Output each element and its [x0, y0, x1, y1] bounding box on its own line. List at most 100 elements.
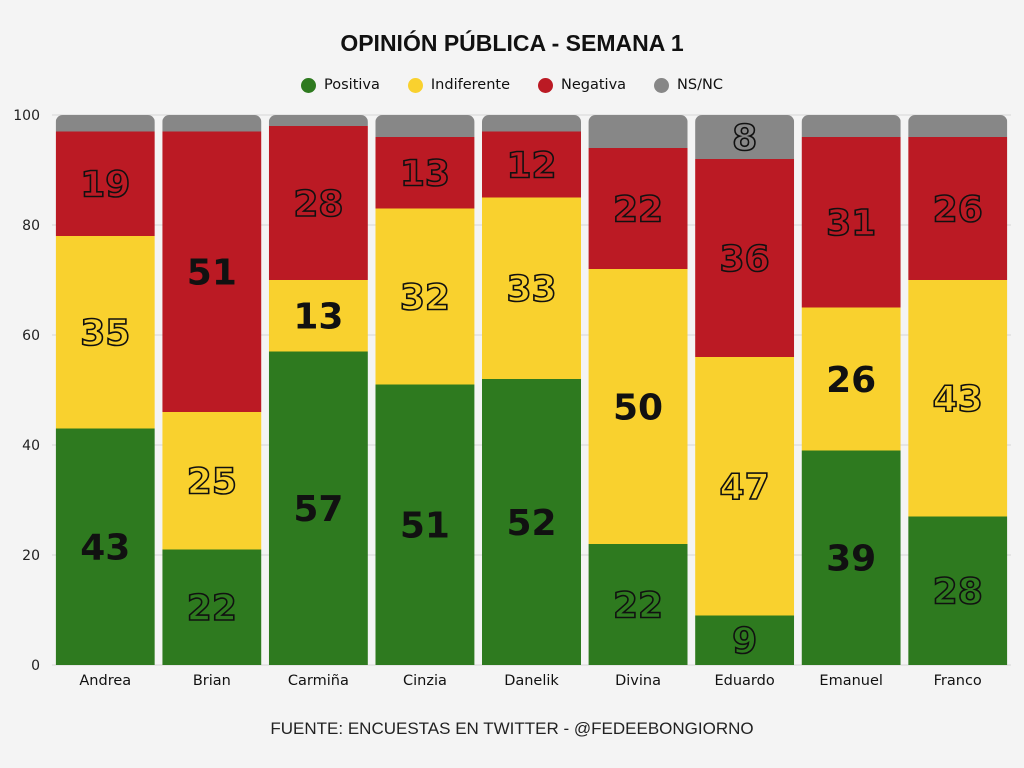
data-label-positiva-7: 39 [826, 539, 876, 580]
x-tick-label-6: Eduardo [714, 673, 774, 689]
legend-swatch-indiferente [407, 77, 423, 93]
data-label-negativa-3: 13 [400, 154, 450, 195]
legend-swatch-nsnc [654, 77, 670, 93]
data-label-indiferente-6: 47 [720, 467, 770, 508]
legend-item-positiva: Positiva [301, 77, 380, 93]
x-tick-label-5: Divina [615, 673, 661, 689]
bar-segment-indiferente-6 [695, 357, 795, 616]
bar-segment-nsnc-3 [375, 115, 475, 137]
x-tick-label-7: Emanuel [819, 673, 883, 689]
data-label-indiferente-4: 33 [506, 269, 556, 310]
bar-segment-positiva-8 [908, 516, 1008, 665]
legend-item-negativa: Negativa [538, 77, 626, 93]
bar-segment-nsnc-6 [695, 115, 795, 159]
bar-segment-negativa-7 [801, 137, 901, 308]
bar-segment-indiferente-5 [588, 269, 688, 544]
data-label-positiva-1: 22 [187, 588, 237, 629]
bar-segment-positiva-2 [268, 351, 368, 665]
bar-segment-nsnc-0 [55, 115, 155, 132]
x-tick-label-3: Cinzia [403, 673, 447, 689]
x-tick-label-1: Brian [193, 673, 231, 689]
bar-segment-negativa-8 [908, 137, 1008, 280]
data-label-negativa-7: 31 [826, 203, 876, 244]
bar-group-franco [908, 115, 1008, 665]
x-tick-label-4: Danelik [504, 673, 559, 689]
legend-swatch-positiva [301, 77, 317, 93]
bar-segment-indiferente-0 [55, 236, 155, 429]
data-label-indiferente-2: 13 [293, 297, 343, 338]
bar-segment-nsnc-7 [801, 115, 901, 137]
x-tick-label-0: Andrea [79, 673, 131, 689]
bar-segment-positiva-5 [588, 544, 688, 665]
bar-group-divina [588, 115, 688, 665]
data-label-negativa-4: 12 [506, 145, 556, 186]
data-label-positiva-4: 52 [506, 503, 556, 544]
legend-label-nsnc: NS/NC [677, 77, 723, 93]
bar-segment-nsnc-4 [482, 115, 581, 132]
bar-group-eduardo [695, 115, 795, 665]
legend-label-indiferente: Indiferente [430, 77, 510, 93]
data-label-nsnc-6: 8 [732, 118, 757, 159]
y-tick-label-80: 80 [22, 218, 40, 234]
data-label-indiferente-8: 43 [933, 379, 983, 420]
bar-segment-nsnc-1 [162, 115, 262, 132]
legend-label-negativa: Negativa [561, 77, 627, 93]
bar-group-andrea [55, 115, 155, 665]
bar-segment-negativa-3 [375, 137, 475, 209]
data-label-negativa-2: 28 [293, 184, 343, 225]
legend-item-nsnc: NS/NC [654, 77, 723, 93]
bar-group-emanuel [801, 115, 901, 665]
bar-segment-indiferente-3 [375, 208, 475, 385]
data-label-positiva-0: 43 [80, 528, 130, 569]
bar-group-danelik [482, 115, 581, 665]
bar-segment-nsnc-2 [268, 115, 368, 126]
bar-segment-negativa-0 [55, 131, 155, 236]
bar-segment-indiferente-4 [482, 197, 581, 379]
bar-segment-positiva-3 [375, 384, 475, 665]
data-label-positiva-3: 51 [400, 506, 450, 547]
bar-group-cinzia [375, 115, 475, 665]
data-label-positiva-6: 9 [732, 621, 757, 662]
bar-segment-positiva-6 [695, 615, 795, 665]
bar-segment-nsnc-8 [908, 115, 1008, 137]
bar-segment-indiferente-2 [268, 280, 368, 352]
source-caption: FUENTE: ENCUESTAS EN TWITTER - @FEDEEBON… [270, 719, 754, 738]
bar-segment-nsnc-5 [588, 115, 688, 148]
y-tick-label-100: 100 [13, 108, 40, 124]
data-label-negativa-1: 51 [187, 253, 237, 294]
data-label-negativa-0: 19 [80, 165, 130, 206]
legend-swatch-negativa [538, 77, 553, 93]
data-label-indiferente-3: 32 [400, 277, 450, 318]
bar-segment-negativa-5 [588, 148, 688, 269]
bar-segment-indiferente-7 [801, 307, 901, 451]
chart-legend: Positiva Indiferente Negativa NS/NC [0, 77, 1024, 93]
data-label-negativa-8: 26 [933, 189, 983, 230]
data-label-positiva-5: 22 [613, 585, 663, 626]
data-label-indiferente-1: 25 [187, 462, 237, 503]
data-label-indiferente-7: 26 [826, 360, 876, 401]
legend-item-indiferente: Indiferente [407, 77, 510, 93]
bar-group-brian [162, 115, 262, 665]
bar-segment-positiva-1 [162, 549, 262, 665]
x-tick-label-2: Carmiña [288, 673, 349, 689]
bar-segment-negativa-1 [162, 131, 262, 412]
data-label-negativa-5: 22 [613, 189, 663, 230]
data-label-negativa-6: 36 [720, 239, 770, 280]
bar-segment-negativa-6 [695, 159, 795, 357]
bar-segment-negativa-2 [268, 126, 368, 280]
bar-segment-negativa-4 [482, 131, 581, 198]
y-tick-label-20: 20 [22, 548, 40, 564]
y-tick-label-40: 40 [22, 438, 40, 454]
bar-segment-positiva-7 [801, 450, 901, 665]
data-label-indiferente-0: 35 [80, 313, 130, 354]
bar-segment-indiferente-1 [162, 412, 262, 550]
bar-segment-indiferente-8 [908, 280, 1008, 517]
y-tick-label-60: 60 [22, 328, 40, 344]
y-tick-label-0: 0 [31, 658, 40, 674]
data-label-indiferente-5: 50 [613, 387, 663, 428]
x-tick-label-8: Franco [934, 673, 982, 689]
legend-label-positiva: Positiva [324, 77, 380, 93]
bar-segment-positiva-4 [482, 379, 581, 665]
